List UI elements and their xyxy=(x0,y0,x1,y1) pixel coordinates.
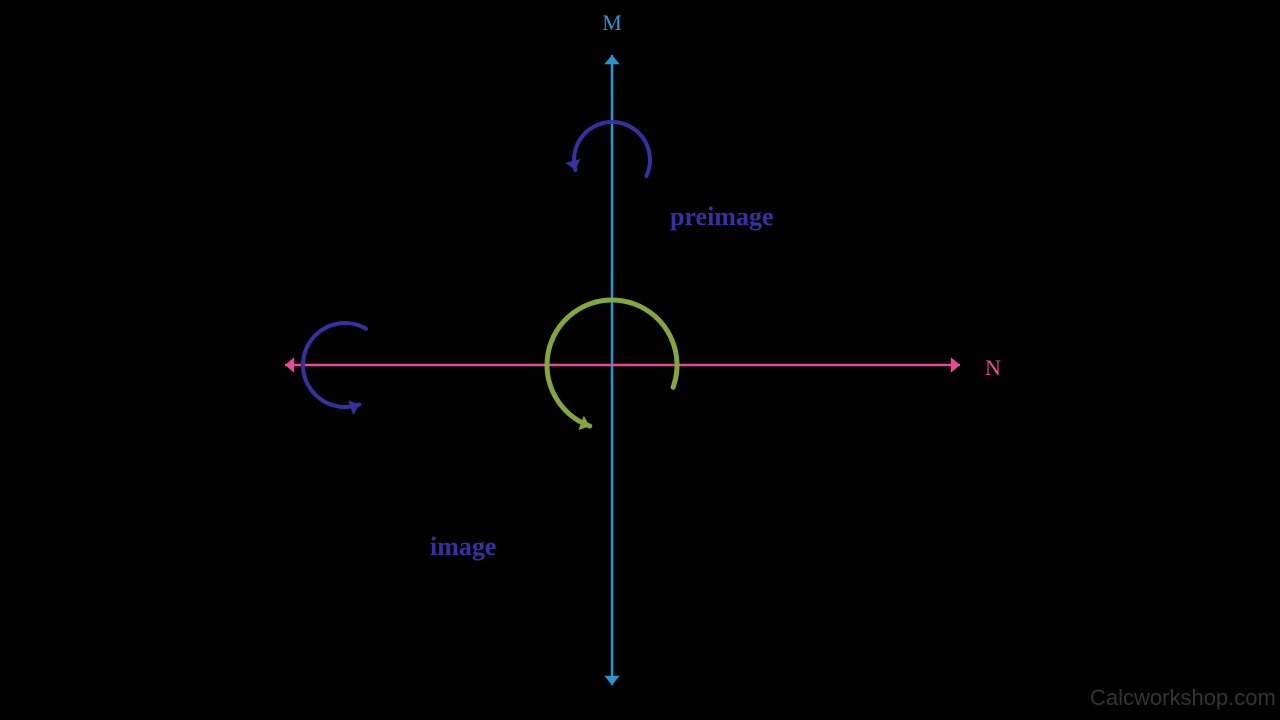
axis-m-label: M xyxy=(602,10,622,35)
background xyxy=(0,0,1280,720)
diagram-canvas: M Npreimage image Calcworkshop.com xyxy=(0,0,1280,720)
label-image: image xyxy=(430,532,496,561)
label-preimage: preimage xyxy=(670,202,774,231)
axis-n-label: N xyxy=(985,355,1001,380)
watermark: Calcworkshop.com xyxy=(1090,685,1276,710)
